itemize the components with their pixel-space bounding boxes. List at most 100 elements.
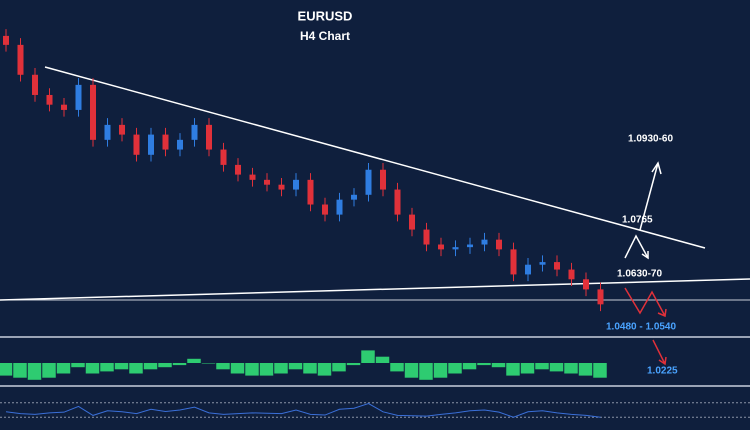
histogram-bar bbox=[187, 358, 201, 363]
candle-body bbox=[278, 184, 285, 190]
arrow-head bbox=[657, 308, 667, 318]
candle-body bbox=[46, 94, 53, 105]
candle-body bbox=[452, 247, 459, 250]
histogram-bar bbox=[303, 363, 317, 374]
histogram-bar bbox=[390, 363, 404, 372]
histogram-bar bbox=[404, 363, 419, 378]
annotation: 1.0930-60 bbox=[628, 134, 673, 145]
histogram-bar bbox=[216, 363, 230, 370]
histogram-bar bbox=[143, 363, 158, 370]
candle-body bbox=[336, 199, 343, 215]
histogram-bar bbox=[462, 363, 477, 370]
histogram-bar bbox=[71, 363, 85, 368]
histogram-bar bbox=[13, 363, 27, 378]
histogram-bar bbox=[172, 363, 187, 366]
candle-body bbox=[496, 239, 502, 250]
histogram-bar bbox=[578, 363, 593, 376]
histogram-bar bbox=[477, 363, 491, 366]
candle-body bbox=[510, 249, 517, 275]
histogram-bar bbox=[85, 363, 100, 374]
histogram-bar bbox=[27, 363, 42, 380]
histogram-bar bbox=[549, 363, 564, 372]
resistance-trendline bbox=[44, 66, 706, 249]
candle-body bbox=[162, 134, 169, 150]
candle-body bbox=[525, 264, 531, 275]
candle-body bbox=[3, 35, 9, 45]
candle-body bbox=[119, 124, 125, 135]
candle-body bbox=[104, 124, 111, 140]
candle-body bbox=[264, 179, 270, 185]
candle-body bbox=[307, 179, 314, 205]
arrow-head bbox=[651, 161, 662, 175]
histogram-bar bbox=[288, 363, 303, 370]
arrow-head bbox=[658, 356, 667, 366]
histogram-bar bbox=[42, 363, 56, 378]
histogram-bar bbox=[448, 363, 462, 374]
histogram-bar bbox=[114, 363, 129, 370]
histogram-bar bbox=[332, 363, 346, 372]
histogram-bar bbox=[535, 363, 549, 370]
histogram-bar bbox=[506, 363, 520, 376]
candle-body bbox=[481, 239, 488, 245]
candle-body bbox=[597, 289, 604, 305]
annotation: 1.0630-70 bbox=[617, 269, 662, 280]
histogram-bar bbox=[491, 363, 506, 368]
candle-body bbox=[293, 179, 299, 190]
candle-body bbox=[133, 134, 140, 155]
histogram-bar bbox=[564, 363, 578, 374]
candle-body bbox=[438, 244, 444, 250]
candle-body bbox=[554, 262, 560, 270]
arrow bbox=[624, 234, 649, 259]
candle-body bbox=[467, 244, 473, 248]
candle-body bbox=[380, 169, 386, 190]
histogram-bar bbox=[201, 363, 216, 364]
candle-body bbox=[568, 269, 575, 280]
arrow bbox=[639, 162, 659, 231]
candle-body bbox=[177, 139, 183, 150]
candle-body bbox=[583, 279, 589, 290]
histogram-bar bbox=[419, 363, 433, 380]
candle-body bbox=[191, 124, 198, 140]
candle-body bbox=[409, 214, 415, 230]
histogram-bar bbox=[375, 356, 390, 363]
candle-body bbox=[351, 194, 357, 200]
candle-body bbox=[249, 174, 256, 180]
histogram-bar bbox=[100, 363, 114, 372]
histogram-bar bbox=[56, 363, 71, 374]
annotation: 1.0765 bbox=[622, 215, 653, 226]
candle-body bbox=[61, 104, 67, 110]
histogram-bar bbox=[361, 350, 375, 363]
chart-title: EURUSD bbox=[298, 8, 353, 23]
candle-body bbox=[235, 164, 241, 175]
candle-body bbox=[206, 124, 212, 150]
chart-subtitle: H4 Chart bbox=[300, 29, 350, 43]
arrow bbox=[624, 287, 666, 317]
annotation: 1.0225 bbox=[647, 366, 678, 377]
candle-body bbox=[75, 84, 82, 110]
candle-body bbox=[322, 204, 328, 215]
arrow-head bbox=[641, 251, 649, 260]
candle-body bbox=[17, 44, 24, 75]
histogram-bar bbox=[259, 363, 274, 376]
candle-body bbox=[148, 134, 154, 155]
candle-body bbox=[220, 149, 227, 165]
histogram-bar bbox=[317, 363, 332, 376]
candle-body bbox=[539, 262, 546, 265]
histogram-bar bbox=[274, 363, 288, 374]
candle-body bbox=[365, 169, 372, 195]
candle-body bbox=[90, 84, 96, 140]
histogram-bar bbox=[0, 363, 13, 376]
histogram-bar bbox=[346, 363, 361, 366]
histogram-bar bbox=[245, 363, 259, 376]
candle-body bbox=[394, 189, 401, 215]
candle-body bbox=[423, 229, 430, 245]
annotation: 1.0480 - 1.0540 bbox=[606, 322, 676, 333]
oscillator-line bbox=[5, 402, 601, 418]
histogram-bar bbox=[433, 363, 448, 378]
histogram-bar bbox=[129, 363, 143, 374]
histogram-bar bbox=[520, 363, 535, 374]
histogram-bar bbox=[230, 363, 245, 374]
